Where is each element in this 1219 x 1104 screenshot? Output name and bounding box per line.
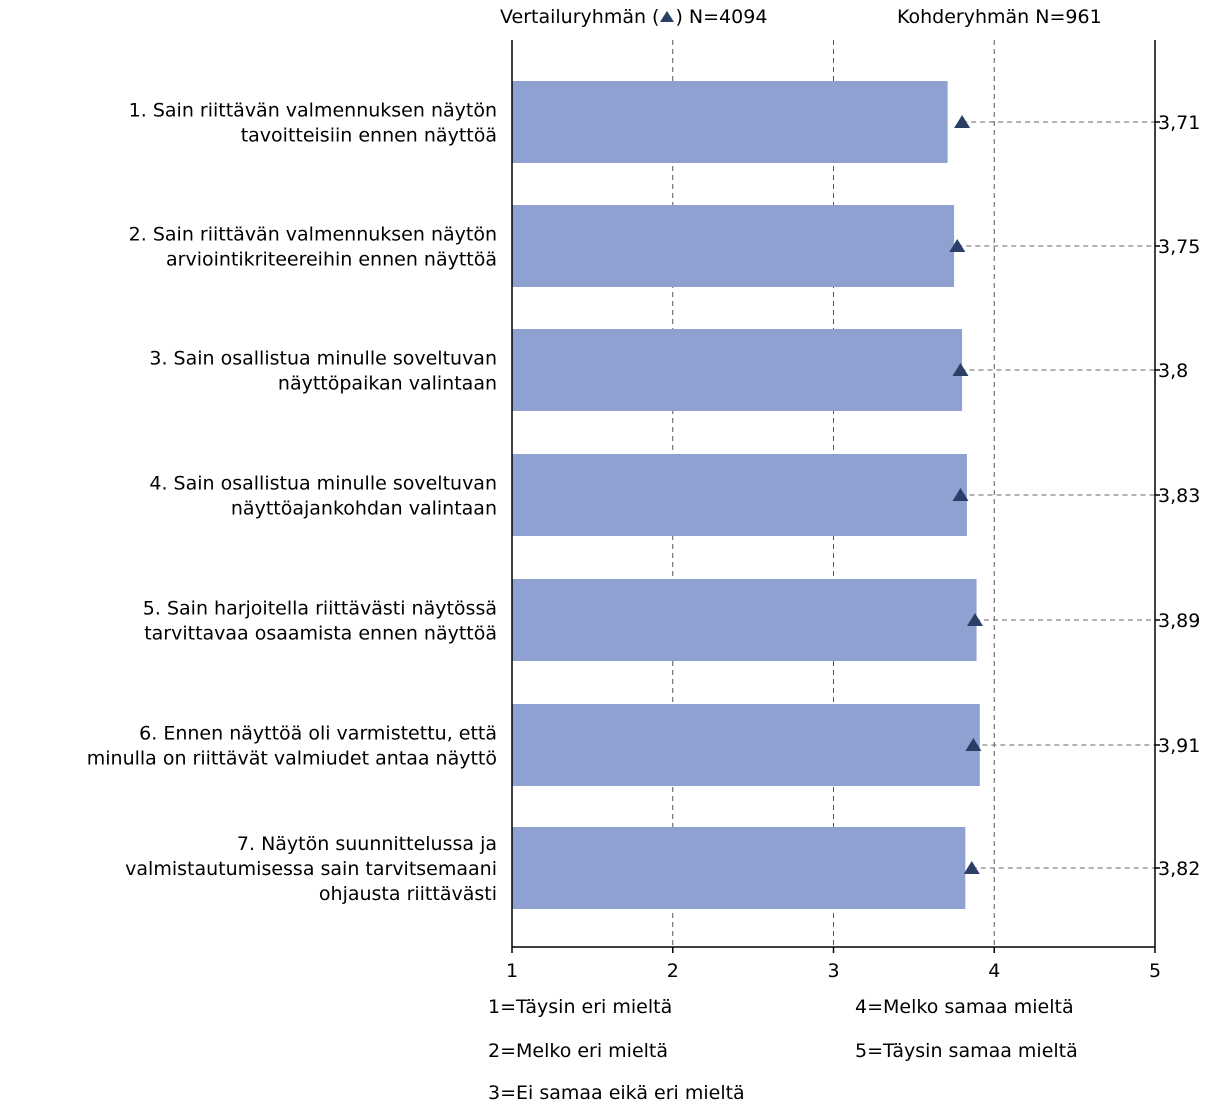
category-label: näyttöpaikan valintaan bbox=[278, 373, 497, 395]
value-label: 3,75 bbox=[1158, 236, 1200, 258]
bar bbox=[512, 454, 967, 536]
category-label: 1. Sain riittävän valmennuksen näytön bbox=[129, 100, 497, 122]
legend-item-4: 4=Melko samaa mieltä bbox=[855, 996, 1074, 1018]
bar bbox=[512, 704, 980, 786]
category-label: tavoitteisiin ennen näyttöä bbox=[241, 125, 497, 147]
x-tick-label: 1 bbox=[506, 960, 518, 982]
value-label: 3,83 bbox=[1158, 485, 1200, 507]
bar bbox=[512, 329, 963, 411]
value-label: 3,89 bbox=[1158, 610, 1200, 632]
category-label: valmistautumisessa sain tarvitsemaani bbox=[125, 858, 497, 880]
x-tick-label: 5 bbox=[1149, 960, 1161, 982]
category-label: 4. Sain osallistua minulle soveltuvan bbox=[149, 473, 497, 495]
reference-marker bbox=[949, 239, 966, 252]
reference-header-prefix: Vertailuryhmän ( bbox=[500, 6, 660, 28]
category-label: minulla on riittävät valmiudet antaa näy… bbox=[87, 748, 497, 770]
category-label: arviointikriteereihin ennen näyttöä bbox=[166, 249, 497, 271]
category-label: tarvittavaa osaamista ennen näyttöä bbox=[144, 623, 497, 645]
reference-marker bbox=[963, 861, 980, 874]
legend-item-3: 3=Ei samaa eikä eri mieltä bbox=[488, 1082, 745, 1104]
bar bbox=[512, 205, 955, 287]
triangle-marker-icon bbox=[660, 11, 675, 22]
category-label: 7. Näytön suunnittelussa ja bbox=[237, 833, 497, 855]
bar bbox=[512, 579, 977, 661]
reference-header-suffix: ) N=4094 bbox=[675, 6, 768, 28]
category-label: 5. Sain harjoitella riittävästi näytössä bbox=[143, 598, 497, 620]
legend-item-1: 1=Täysin eri mieltä bbox=[488, 996, 673, 1018]
reference-marker bbox=[966, 613, 983, 626]
value-label: 3,71 bbox=[1158, 112, 1200, 134]
reference-marker bbox=[952, 363, 969, 376]
reference-marker bbox=[954, 115, 971, 128]
value-label: 3,8 bbox=[1158, 360, 1188, 382]
legend-item-2: 2=Melko eri mieltä bbox=[488, 1040, 669, 1062]
x-tick-label: 4 bbox=[988, 960, 1000, 982]
category-label: 6. Ennen näyttöä oli varmistettu, että bbox=[139, 723, 497, 745]
x-tick-label: 2 bbox=[667, 960, 679, 982]
category-label: ohjausta riittävästi bbox=[319, 883, 497, 905]
bar bbox=[512, 827, 966, 909]
reference-group-header: Vertailuryhmän ( ) N=4094 bbox=[500, 6, 767, 28]
reference-marker bbox=[952, 488, 969, 501]
reference-marker bbox=[965, 738, 982, 751]
category-label: 3. Sain osallistua minulle soveltuvan bbox=[149, 348, 497, 370]
target-group-header: Kohderyhmän N=961 bbox=[897, 6, 1102, 28]
bar bbox=[512, 81, 948, 163]
value-label: 3,91 bbox=[1158, 735, 1200, 757]
category-label: näyttöajankohdan valintaan bbox=[231, 498, 497, 520]
x-tick-label: 3 bbox=[827, 960, 839, 982]
category-label: 2. Sain riittävän valmennuksen näytön bbox=[129, 224, 497, 246]
value-label: 3,82 bbox=[1158, 858, 1200, 880]
legend-item-5: 5=Täysin samaa mieltä bbox=[855, 1040, 1078, 1062]
